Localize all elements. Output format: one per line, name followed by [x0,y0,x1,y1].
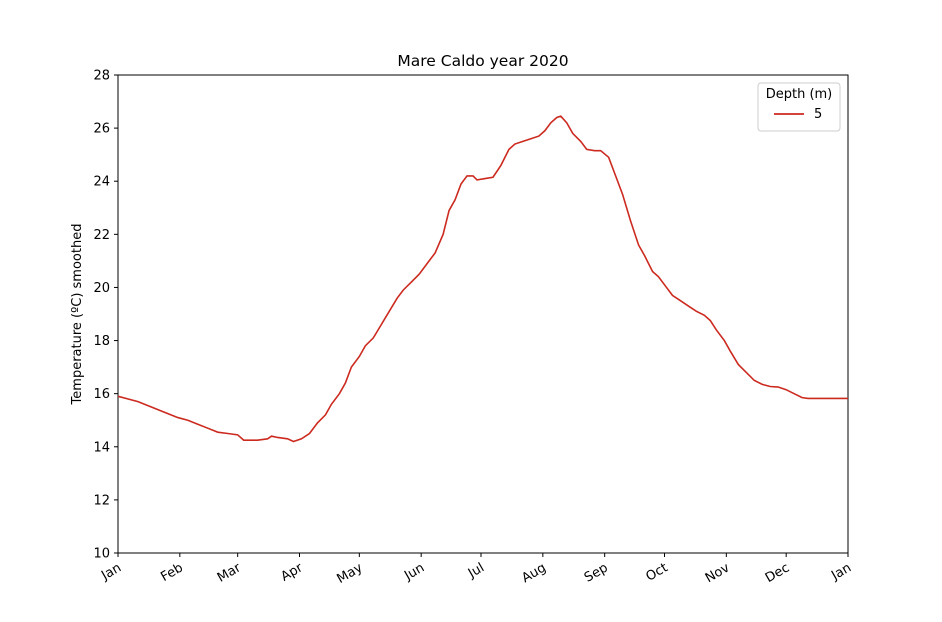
legend-label: 5 [814,107,822,122]
y-tick-label: 14 [93,440,110,455]
data-line [117,115,848,443]
x-tick-label: Jun [401,560,427,584]
x-tick-label: Mar [215,560,244,586]
legend-box [757,82,841,132]
plot-frame [117,74,849,554]
x-tick-label: Jan [98,560,124,584]
legend-title: Depth (m) [766,87,833,102]
x-tick-label: May [335,560,366,587]
x-tick-label: Sep [582,560,611,585]
y-tick-label: 28 [93,69,110,84]
y-tick-label: 22 [93,228,110,243]
y-tick-label: 24 [93,175,110,190]
y-tick-label: 18 [93,334,110,349]
y-tick-label: 26 [93,122,110,137]
x-tick-label: Dec [763,560,792,586]
y-tick-label: 10 [93,547,110,562]
x-tick-label: Feb [158,560,185,585]
x-tick-label: Apr [279,560,307,585]
x-tick-label: Nov [703,560,733,586]
y-tick-label: 20 [93,281,110,296]
y-tick-label: 12 [93,493,110,508]
x-tick-label: Jul [465,560,487,581]
y-tick-label: 16 [93,387,110,402]
x-tick-label: Jan [828,560,854,584]
x-tick-label: Aug [519,560,548,586]
x-tick-label: Oct [644,560,671,584]
y-axis-label: Temperature (ºC) smoothed [70,224,85,406]
chart-title: Mare Caldo year 2020 [397,52,568,70]
